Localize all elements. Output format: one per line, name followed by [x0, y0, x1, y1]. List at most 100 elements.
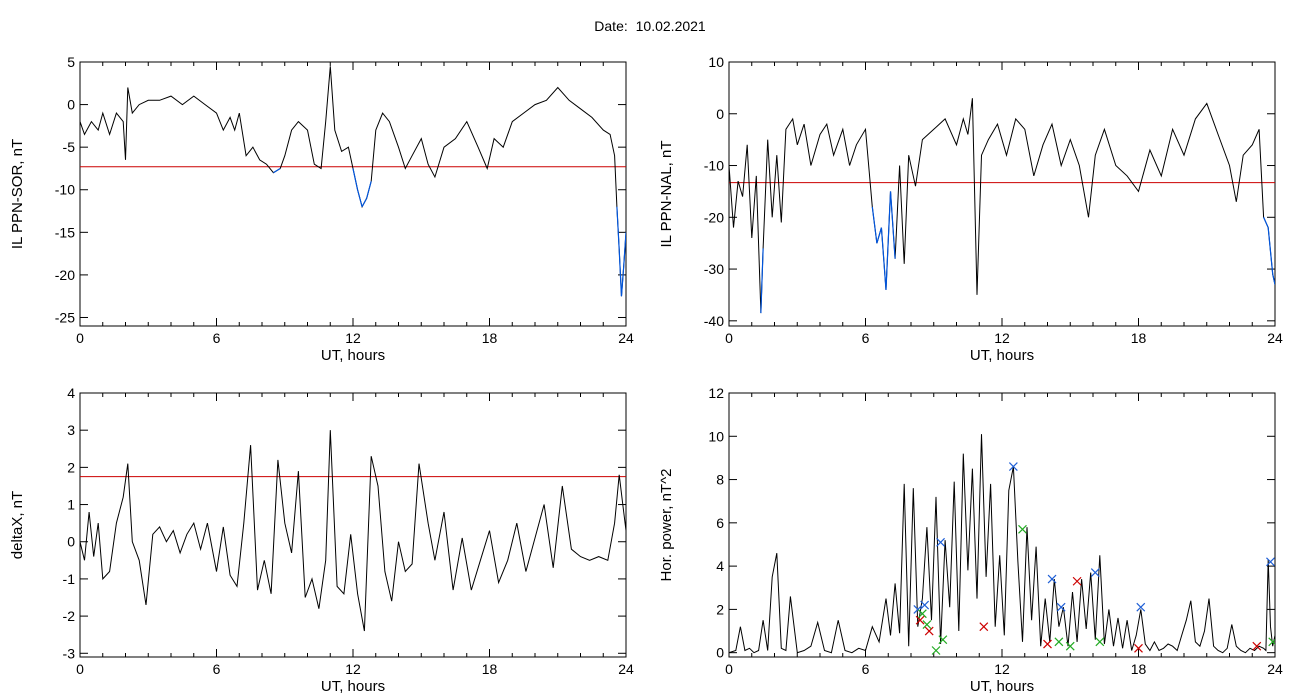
below-threshold-segment [880, 227, 887, 290]
marker-green [1054, 637, 1064, 647]
y-axis-label: deltaX, nT [9, 491, 26, 559]
series-line [80, 430, 626, 632]
plot-il-nal: 0 6 12 18 24 10 0 -10 -20 -30 -40 UT, hours IL PPN-N… [658, 54, 1283, 364]
marker-red [979, 622, 989, 632]
x-tick-label: 6 [862, 330, 870, 346]
x-axis-label: UT, hours [321, 678, 385, 695]
marker-blue [1090, 568, 1100, 578]
x-tick-label: 12 [345, 661, 361, 677]
plot-il-sor: 0 6 12 18 24 5 0 -5 -10 -15 -20 -25 UT, hours IL PPN-… [9, 54, 634, 364]
x-tick-label: 6 [213, 330, 221, 346]
y-axis-label: Hor. power, nT^2 [658, 469, 675, 582]
plot-frame [728, 61, 1276, 327]
x-tick-label: 24 [1267, 330, 1283, 346]
below-threshold-segment [361, 197, 368, 208]
x-tick-label: 24 [618, 661, 634, 677]
below-threshold-segment [1263, 217, 1269, 228]
series-line [80, 66, 626, 297]
plot-area [729, 98, 1275, 314]
y-tick-label: 4 [716, 558, 724, 574]
x-tick-label: 0 [725, 661, 733, 677]
y-tick-label: 10 [708, 428, 724, 444]
marker-red [924, 626, 934, 636]
x-tick-label: 18 [1131, 661, 1147, 677]
below-threshold-segment [273, 167, 281, 174]
y-tick-label: 4 [67, 385, 75, 401]
y-tick-label: 1 [67, 497, 75, 513]
y-tick-label: -10 [55, 182, 75, 198]
y-tick-label: -10 [704, 158, 724, 174]
figure-header: Date: 10.02.2021 [0, 18, 1300, 34]
y-tick-label: -15 [55, 224, 75, 240]
marker-red [915, 615, 925, 625]
below-threshold-segment [760, 248, 764, 314]
date-label: Date: [594, 18, 628, 34]
y-tick-label: 10 [708, 54, 724, 70]
below-threshold-segment [623, 232, 626, 267]
y-tick-label: 8 [716, 472, 724, 488]
below-threshold-segment [885, 191, 892, 290]
y-tick-label: -20 [55, 267, 75, 283]
marker-red [1072, 576, 1082, 586]
y-tick-label: -40 [704, 313, 724, 329]
below-threshold-segment [1272, 274, 1275, 285]
below-threshold-segment [876, 227, 883, 244]
below-threshold-segment [616, 206, 620, 250]
x-tick-label: 0 [725, 330, 733, 346]
marker-green [931, 646, 941, 655]
x-tick-label: 12 [994, 661, 1010, 677]
x-axis-label: UT, hours [321, 347, 385, 364]
y-tick-label: 2 [716, 601, 724, 617]
plot-area [80, 66, 626, 297]
x-tick-label: 0 [76, 661, 84, 677]
marker-blue [1047, 574, 1057, 584]
y-tick-label: 6 [716, 515, 724, 531]
x-tick-label: 18 [482, 661, 498, 677]
marker-green [922, 620, 932, 629]
marker-blue [1008, 462, 1018, 471]
x-tick-label: 6 [213, 661, 221, 677]
y-tick-label: 0 [67, 97, 75, 113]
below-threshold-segment [356, 189, 363, 207]
y-tick-label: -5 [63, 139, 76, 155]
y-tick-label: 0 [716, 645, 724, 661]
plot-hor-power: 0 6 12 18 24 12 10 8 6 4 2 0 UT, hours Hor. power, nT… [658, 385, 1283, 695]
y-tick-label: -20 [704, 209, 724, 225]
below-threshold-segment [889, 191, 896, 259]
y-tick-label: 2 [67, 459, 75, 475]
y-tick-label: -25 [55, 309, 75, 325]
x-tick-label: 24 [618, 330, 634, 346]
y-tick-label: -3 [63, 645, 76, 661]
x-axis-label: UT, hours [970, 347, 1034, 364]
below-threshold-segment [618, 249, 623, 297]
x-tick-label: 0 [76, 330, 84, 346]
plot-area [729, 434, 1275, 655]
below-threshold-segment [1267, 227, 1274, 275]
x-tick-label: 18 [1131, 330, 1147, 346]
marker-blue [936, 537, 945, 547]
marker-blue [1266, 557, 1275, 567]
y-axis-label: IL PPN-SOR, nT [9, 139, 26, 249]
x-tick-label: 12 [994, 330, 1010, 346]
below-threshold-segment [352, 168, 359, 190]
marker-blue [1136, 602, 1146, 612]
marker-green [1065, 641, 1075, 651]
y-tick-label: 0 [67, 534, 75, 550]
date-value: 10.02.2021 [635, 18, 706, 34]
series-line [729, 98, 1275, 314]
x-tick-label: 18 [482, 330, 498, 346]
series-line [729, 434, 1275, 654]
y-axis-label: IL PPN-NAL, nT [658, 141, 675, 248]
marker-green [917, 609, 927, 619]
marker-red [1252, 641, 1262, 651]
marker-green [1095, 637, 1105, 647]
marker-blue [1056, 602, 1066, 612]
below-threshold-segment [620, 266, 625, 297]
x-tick-label: 6 [862, 661, 870, 677]
plot-area [80, 430, 626, 632]
plot-frame [79, 392, 627, 658]
marker-red [1043, 639, 1052, 649]
y-tick-label: 3 [67, 422, 75, 438]
y-tick-label: -30 [704, 261, 724, 277]
